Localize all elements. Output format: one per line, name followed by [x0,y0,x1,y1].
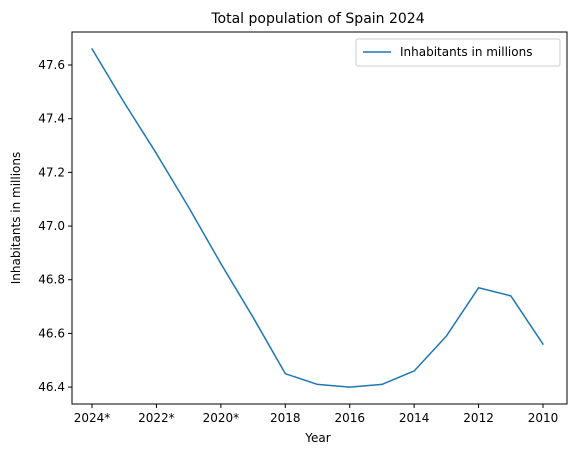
series-line-0 [91,48,544,388]
chart-title: Total population of Spain 2024 [210,11,424,27]
x-axis: 2024* 2022* 2020* 2018 2016 2014 2012 2010 [74,404,559,425]
legend-box [355,38,561,67]
x-tick-label: 2022* [138,411,175,425]
legend-entry: Inhabitants in millions [400,45,532,59]
x-tick-label: 2010 [528,411,559,425]
plot-frame [71,31,568,405]
plot-area [71,31,568,405]
x-axis-label: Year [304,431,330,445]
legend: Inhabitants in millions [355,38,561,67]
y-tick-label: 47.0 [38,219,65,233]
x-tick-label: 2018 [270,411,301,425]
y-tick-label: 46.6 [38,326,65,340]
y-tick-label: 46.8 [38,273,65,287]
x-tick-label: 2016 [334,411,365,425]
y-axis: 46.4 46.6 46.8 47.0 47.2 47.4 47.6 [38,58,72,394]
x-tick-label: 2012 [463,411,494,425]
y-tick-label: 47.4 [38,112,65,126]
x-tick-label: 2020* [203,411,240,425]
y-tick-label: 47.6 [38,58,65,72]
y-tick-label: 47.2 [38,165,65,179]
y-tick-label: 46.4 [38,380,65,394]
series-layer [91,48,544,388]
y-axis-label: Inhabitants in millions [9,152,23,284]
x-tick-label: 2014 [399,411,430,425]
x-tick-label: 2024* [74,411,111,425]
